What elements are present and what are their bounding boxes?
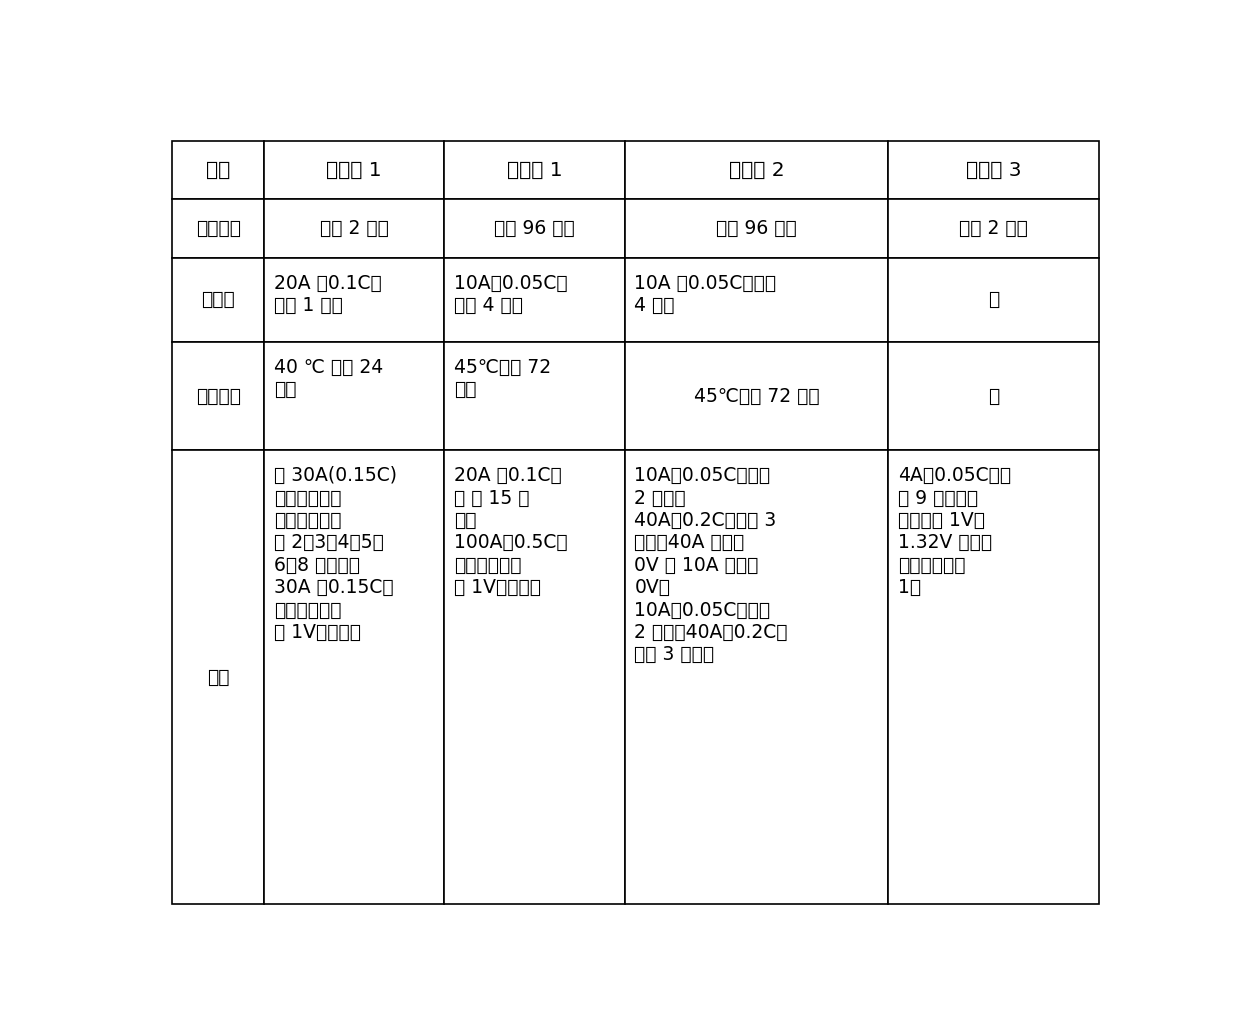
Text: 40 ℃ 搁置 24: 40 ℃ 搁置 24	[274, 357, 383, 377]
Text: 45℃搁置 72 小时: 45℃搁置 72 小时	[693, 386, 820, 406]
Bar	[444, 141, 625, 199]
Text: 6、8 个小时；: 6、8 个小时；	[274, 556, 360, 575]
Bar	[264, 450, 444, 904]
Text: 小时: 小时	[274, 380, 296, 400]
Text: 压 1V；分容。: 压 1V；分容。	[454, 578, 541, 597]
Text: 2 小时；40A（0.2C）: 2 小时；40A（0.2C）	[635, 623, 787, 642]
Text: 小时: 小时	[454, 380, 476, 400]
Text: 预充电: 预充电	[201, 290, 236, 309]
Bar	[264, 199, 444, 258]
Text: 0V 转 10A 放电至: 0V 转 10A 放电至	[635, 556, 759, 575]
Text: 化成: 化成	[207, 667, 229, 687]
Text: 20A （0.1C）: 20A （0.1C）	[454, 467, 562, 485]
Bar	[172, 141, 264, 199]
Text: 样品: 样品	[206, 161, 231, 179]
Bar	[625, 258, 888, 342]
Text: 实施例 1: 实施例 1	[326, 161, 382, 179]
Text: 充电时间分别: 充电时间分别	[274, 511, 341, 530]
Bar	[264, 342, 444, 450]
Text: 压 1V；分容。: 压 1V；分容。	[274, 623, 361, 642]
Text: 电 9 小时，电: 电 9 小时，电	[898, 488, 978, 508]
Text: 2 小时；: 2 小时；	[635, 488, 686, 508]
Bar	[172, 199, 264, 258]
Text: 对照例 1: 对照例 1	[507, 161, 563, 179]
Bar	[888, 342, 1099, 450]
Text: 搁置 2 小时: 搁置 2 小时	[320, 218, 388, 238]
Text: 0V；: 0V；	[635, 578, 671, 597]
Text: 其余同实施例: 其余同实施例	[898, 556, 965, 575]
Text: 10A（0.05C）: 10A（0.05C）	[454, 274, 568, 293]
Text: 充电 1 小时: 充电 1 小时	[274, 296, 342, 315]
Text: 对照例 3: 对照例 3	[966, 161, 1021, 179]
Text: 无: 无	[988, 290, 999, 309]
Text: 搁置 2 小时: 搁置 2 小时	[959, 218, 1028, 238]
Text: 放电，截止电: 放电，截止电	[454, 556, 522, 575]
Bar	[625, 450, 888, 904]
Bar	[888, 199, 1099, 258]
Bar	[264, 258, 444, 342]
Text: 以 30A(0.15C): 以 30A(0.15C)	[274, 467, 397, 485]
Text: 压控制在 1V～: 压控制在 1V～	[898, 511, 985, 530]
Text: 小时；40A 放电至: 小时；40A 放电至	[635, 534, 745, 552]
Bar	[888, 258, 1099, 342]
Text: 无: 无	[988, 386, 999, 406]
Text: 的电流充电，: 的电流充电，	[274, 488, 341, 508]
Text: 10A （0.05C）充电: 10A （0.05C）充电	[635, 274, 776, 293]
Text: 充电 4 小时: 充电 4 小时	[454, 296, 523, 315]
Text: 高温搁置: 高温搁置	[196, 386, 241, 406]
Text: 40A（0.2C）充电 3: 40A（0.2C）充电 3	[635, 511, 776, 530]
Bar	[444, 450, 625, 904]
Text: 45℃搁置 72: 45℃搁置 72	[454, 357, 551, 377]
Bar	[625, 342, 888, 450]
Bar	[172, 450, 264, 904]
Text: 时；: 时；	[454, 511, 476, 530]
Text: 20A （0.1C）: 20A （0.1C）	[274, 274, 382, 293]
Text: 4 小时: 4 小时	[635, 296, 675, 315]
Text: 搁置 96 小时: 搁置 96 小时	[495, 218, 575, 238]
Text: 搁置 96 小时: 搁置 96 小时	[715, 218, 797, 238]
Text: 常温搁置: 常温搁置	[196, 218, 241, 238]
Text: 10A（0.05C）充电: 10A（0.05C）充电	[635, 600, 770, 619]
Text: 30A （0.15C）: 30A （0.15C）	[274, 578, 393, 597]
Bar	[172, 342, 264, 450]
Bar	[444, 199, 625, 258]
Bar	[625, 199, 888, 258]
Text: 充电 3 小时；: 充电 3 小时；	[635, 645, 714, 664]
Text: 100A（0.5C）: 100A（0.5C）	[454, 534, 568, 552]
Text: 为 2、3、4、5、: 为 2、3、4、5、	[274, 534, 383, 552]
Bar	[888, 141, 1099, 199]
Text: 对照例 2: 对照例 2	[729, 161, 784, 179]
Bar	[172, 258, 264, 342]
Bar	[888, 450, 1099, 904]
Text: 4A（0.05C）充: 4A（0.05C）充	[898, 467, 1011, 485]
Bar	[444, 258, 625, 342]
Text: 1。: 1。	[898, 578, 921, 597]
Bar	[625, 141, 888, 199]
Text: 10A（0.05C）充电: 10A（0.05C）充电	[635, 467, 770, 485]
Bar	[444, 342, 625, 450]
Text: 充 电 15 小: 充 电 15 小	[454, 488, 529, 508]
Text: 放电，截止电: 放电，截止电	[274, 600, 341, 619]
Text: 1.32V 之间；: 1.32V 之间；	[898, 534, 992, 552]
Bar	[264, 141, 444, 199]
